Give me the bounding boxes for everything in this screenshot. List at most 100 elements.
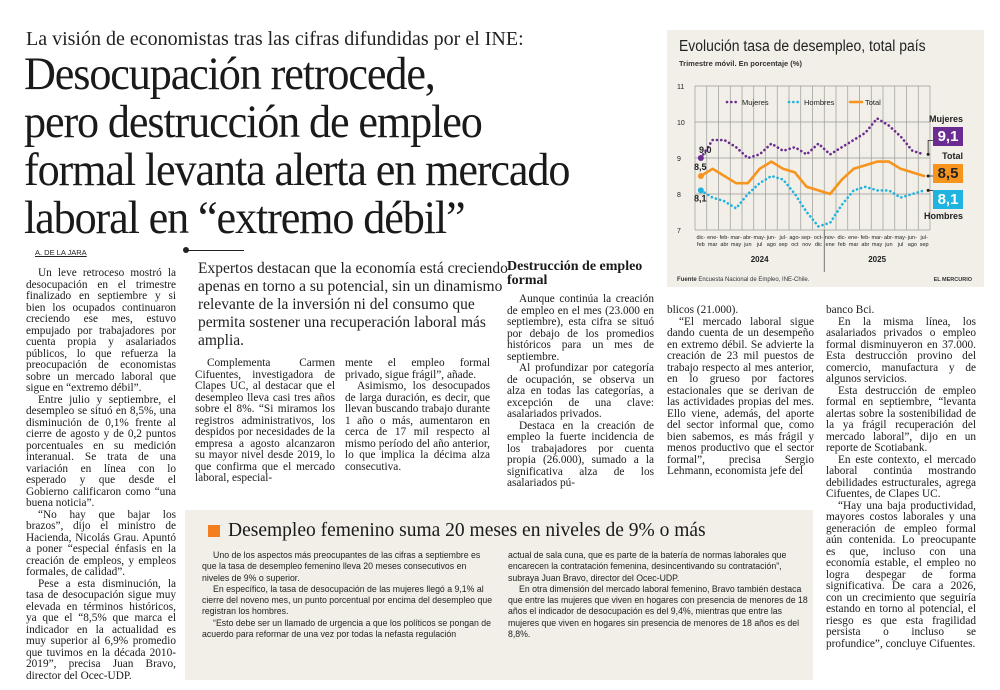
svg-text:feb: feb	[697, 242, 705, 248]
paragraph: Un leve retroceso mostró la desocupación…	[26, 267, 176, 394]
svg-text:may-: may-	[754, 235, 766, 241]
svg-text:jul: jul	[897, 242, 904, 248]
svg-text:feb: feb	[838, 242, 846, 248]
end-label-total: Total	[942, 151, 963, 161]
end-value-total: 8,5	[933, 164, 963, 183]
svg-text:mar-: mar-	[871, 235, 882, 241]
article-headline: Desocupación retrocede, pero destrucción…	[24, 50, 626, 242]
svg-text:jul-: jul-	[778, 235, 787, 241]
paragraph: Asimismo, los desocupados de larga durac…	[345, 380, 490, 473]
paragraph: Al profundizar por categoría de ocupació…	[507, 362, 654, 420]
paragraph: Complementa Carmen Cifuentes, investigad…	[195, 357, 335, 484]
paragraph: Esta destrucción de empleo formal en sep…	[826, 384, 976, 454]
paragraph-continued: banco Bci.	[826, 304, 875, 316]
sidebar-column-2: actual de sala cuna, que es parte de la …	[508, 550, 812, 640]
sidebar-title-text: Desempleo femenino suma 20 meses en nive…	[228, 520, 706, 541]
paragraph: “Esto debe ser un llamado de urgencia a …	[202, 617, 491, 641]
svg-text:2024: 2024	[751, 255, 769, 264]
headline-line: pero destrucción de empleo	[24, 96, 483, 148]
paragraph: En este contexto, el mercado laboral con…	[826, 453, 976, 500]
paragraph: En específico, la tasa de desocupación d…	[202, 583, 493, 618]
sidebar-box: Desempleo femenino suma 20 meses en nive…	[185, 510, 813, 680]
end-value-hombres: 8,1	[933, 190, 963, 209]
svg-text:ago: ago	[908, 242, 917, 248]
svg-text:may: may	[731, 242, 742, 248]
svg-text:ago-: ago-	[789, 235, 800, 241]
svg-text:jun: jun	[743, 242, 751, 248]
paragraph: Aunque continúa la creación de empleo en…	[507, 293, 654, 363]
source-label: Fuente	[677, 277, 697, 283]
svg-text:8,1: 8,1	[694, 193, 707, 203]
unemployment-chart: Evolución tasa de desempleo, total país …	[667, 30, 984, 287]
svg-text:sep: sep	[920, 242, 929, 248]
paragraph: Entre julio y septiembre, el desempleo s…	[26, 393, 176, 509]
svg-text:9,0: 9,0	[699, 145, 712, 155]
svg-text:oct-: oct-	[814, 235, 823, 241]
paragraph: Pese a esta disminución, la tasa de deso…	[26, 577, 176, 682]
end-label-mujeres: Mujeres	[928, 114, 963, 124]
paragraph: Destaca en la creación de empleo la fuer…	[507, 419, 654, 489]
end-label-hombres: Hombres	[923, 211, 963, 221]
svg-text:8: 8	[677, 192, 681, 199]
headline-line: formal levanta alerta en mercado	[24, 144, 570, 196]
svg-text:jul: jul	[756, 242, 763, 248]
chart-title: Evolución tasa de desempleo, total país	[679, 38, 926, 55]
headline-line: Desocupación retrocede,	[24, 48, 436, 100]
paragraph: En otra dimensión del mercado laboral fe…	[508, 583, 808, 641]
svg-text:ene-: ene-	[707, 235, 718, 241]
svg-text:jun: jun	[884, 242, 892, 248]
svg-text:abr-: abr-	[743, 235, 753, 241]
paragraph: “No hay que bajar los brazos”, dijo el m…	[26, 508, 176, 578]
section-subhead: Destrucción de empleo formal	[507, 259, 643, 288]
chart-subtitle: Trimestre móvil. En porcentaje (%)	[679, 59, 802, 68]
svg-text:dic-: dic-	[696, 235, 705, 241]
svg-text:sep: sep	[779, 242, 788, 248]
article-column-3: mente el empleo formal privado, sigue fr…	[345, 357, 490, 473]
svg-text:jun-: jun-	[907, 235, 917, 241]
headline-line: laboral en “extremo débil”	[24, 192, 466, 244]
svg-text:10: 10	[677, 120, 685, 127]
article-column-6: banco Bci. En la misma línea, los asalar…	[826, 304, 976, 650]
svg-text:nov-: nov-	[825, 235, 836, 241]
svg-text:2025: 2025	[868, 255, 886, 264]
article-column-1: Un leve retroceso mostró la desocupación…	[26, 267, 176, 682]
sidebar-title: Desempleo femenino suma 20 meses en nive…	[208, 520, 706, 542]
chart-plot: 7891011dic-febene-marfeb-abrmar-mayabr-j…	[677, 84, 933, 272]
article-column-4: Aunque continúa la creación de empleo en…	[507, 293, 654, 490]
svg-text:8,5: 8,5	[694, 162, 707, 172]
svg-text:jul-: jul-	[919, 235, 928, 241]
pullquote-rule	[186, 250, 244, 251]
svg-text:9: 9	[677, 156, 681, 163]
svg-text:Mujeres: Mujeres	[742, 98, 769, 107]
svg-text:dic: dic	[815, 242, 822, 248]
article-column-2: Complementa Carmen Cifuentes, investigad…	[195, 357, 335, 485]
svg-text:feb-: feb-	[861, 235, 871, 241]
svg-text:abr: abr	[861, 242, 869, 248]
paragraph: En la misma línea, los asalariados priva…	[826, 315, 976, 385]
svg-text:mar: mar	[708, 242, 718, 248]
paragraph: Uno de los aspectos más preocupantes de …	[202, 550, 481, 584]
chart-brand: EL MERCURIO	[933, 277, 972, 283]
svg-text:oct: oct	[791, 242, 799, 248]
svg-text:7: 7	[677, 228, 681, 235]
byline: A. DE LA JARA	[35, 248, 87, 257]
svg-text:mar: mar	[849, 242, 859, 248]
paragraph: “Hay una baja productividad, mayores cos…	[826, 499, 976, 650]
sidebar-column-1: Uno de los aspectos más preocupantes de …	[202, 550, 495, 640]
article-column-5: blicos (21.000). “El mercado laboral sig…	[667, 304, 814, 478]
svg-text:sep-: sep-	[801, 235, 812, 241]
svg-text:may: may	[872, 242, 883, 248]
svg-text:ene-: ene-	[848, 235, 859, 241]
svg-text:Hombres: Hombres	[804, 98, 835, 107]
svg-text:abr: abr	[720, 242, 728, 248]
article-kicker: La visión de economistas tras las cifras…	[26, 28, 524, 50]
svg-text:abr-: abr-	[884, 235, 894, 241]
svg-text:11: 11	[677, 84, 684, 91]
svg-text:nov: nov	[802, 242, 811, 248]
chart-source: Fuente Encuesta Nacional de Empleo, INE-…	[677, 277, 809, 283]
paragraph-continued: actual de sala cuna, que es parte de la …	[508, 550, 787, 584]
paragraph-continued: blicos (21.000).	[667, 304, 739, 316]
svg-text:Total: Total	[865, 98, 881, 107]
svg-text:jun-: jun-	[766, 235, 776, 241]
pullquote: Expertos destacan que la economía está c…	[198, 260, 508, 349]
